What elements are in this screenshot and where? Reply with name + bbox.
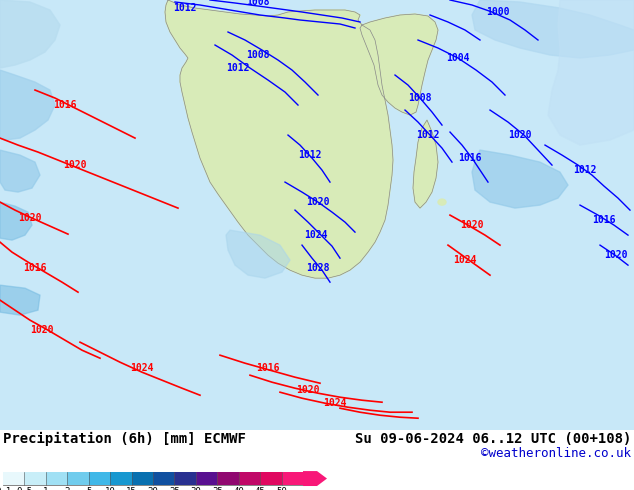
Polygon shape: [548, 0, 634, 145]
Text: 1024: 1024: [453, 255, 477, 265]
Text: 1020: 1020: [30, 325, 54, 335]
Text: Su 09-06-2024 06..12 UTC (00+108): Su 09-06-2024 06..12 UTC (00+108): [354, 432, 631, 446]
Text: 1016: 1016: [458, 153, 482, 163]
Polygon shape: [0, 150, 40, 192]
Text: 1008: 1008: [246, 0, 269, 7]
Text: 1016: 1016: [256, 363, 280, 373]
Polygon shape: [0, 70, 55, 140]
Polygon shape: [226, 230, 290, 278]
Polygon shape: [413, 120, 438, 208]
Bar: [67, 472, 89, 485]
Text: 1020: 1020: [604, 250, 628, 260]
Text: 35: 35: [212, 487, 223, 490]
Polygon shape: [165, 0, 393, 278]
Text: 1020: 1020: [460, 220, 484, 230]
Text: 1024: 1024: [130, 363, 154, 373]
Polygon shape: [380, 70, 415, 102]
Text: 1020: 1020: [18, 213, 42, 223]
Bar: [89, 472, 110, 485]
Text: ©weatheronline.co.uk: ©weatheronline.co.uk: [481, 447, 631, 460]
Polygon shape: [0, 0, 60, 68]
Polygon shape: [360, 14, 438, 115]
Polygon shape: [472, 0, 634, 58]
Text: 1012: 1012: [298, 150, 321, 160]
Bar: [3, 472, 303, 485]
Text: 2: 2: [65, 487, 70, 490]
Text: 1012: 1012: [417, 130, 440, 140]
Bar: [110, 472, 132, 485]
Text: 45: 45: [255, 487, 266, 490]
Bar: [46, 472, 67, 485]
Bar: [25, 472, 46, 485]
Text: 1016: 1016: [592, 215, 616, 225]
Bar: [260, 472, 281, 485]
FancyArrow shape: [303, 471, 327, 486]
Text: 1028: 1028: [306, 263, 330, 273]
Text: 1016: 1016: [53, 100, 77, 110]
Bar: [239, 472, 260, 485]
Bar: [132, 472, 153, 485]
Text: 20: 20: [148, 487, 158, 490]
Text: 40: 40: [233, 487, 244, 490]
Text: 1008: 1008: [246, 50, 269, 60]
Text: 50: 50: [276, 487, 287, 490]
Bar: [153, 472, 174, 485]
Text: 25: 25: [169, 487, 180, 490]
Text: 0.5: 0.5: [16, 487, 32, 490]
Text: 1020: 1020: [508, 130, 532, 140]
Ellipse shape: [438, 199, 446, 205]
Text: 1012: 1012: [226, 63, 250, 73]
Bar: [196, 472, 217, 485]
Text: 1020: 1020: [296, 385, 320, 395]
Text: 5: 5: [86, 487, 91, 490]
Text: 1012: 1012: [173, 3, 197, 13]
Polygon shape: [472, 150, 568, 208]
Text: 1024: 1024: [323, 398, 347, 408]
Text: 1020: 1020: [306, 197, 330, 207]
Bar: [174, 472, 196, 485]
Text: 1004: 1004: [446, 53, 470, 63]
Text: 1012: 1012: [573, 165, 597, 175]
Text: 10: 10: [105, 487, 115, 490]
Polygon shape: [0, 202, 32, 240]
Text: 1008: 1008: [408, 93, 432, 103]
Text: 1: 1: [43, 487, 49, 490]
Bar: [217, 472, 239, 485]
Text: 1000: 1000: [486, 7, 510, 17]
Text: 15: 15: [126, 487, 137, 490]
Bar: [3, 472, 25, 485]
Text: 30: 30: [190, 487, 201, 490]
Text: 0.1: 0.1: [0, 487, 11, 490]
Text: 1024: 1024: [304, 230, 328, 240]
Polygon shape: [0, 285, 40, 315]
Text: Precipitation (6h) [mm] ECMWF: Precipitation (6h) [mm] ECMWF: [3, 432, 246, 446]
Text: 1016: 1016: [23, 263, 47, 273]
Text: 1020: 1020: [63, 160, 87, 170]
Bar: [281, 472, 303, 485]
